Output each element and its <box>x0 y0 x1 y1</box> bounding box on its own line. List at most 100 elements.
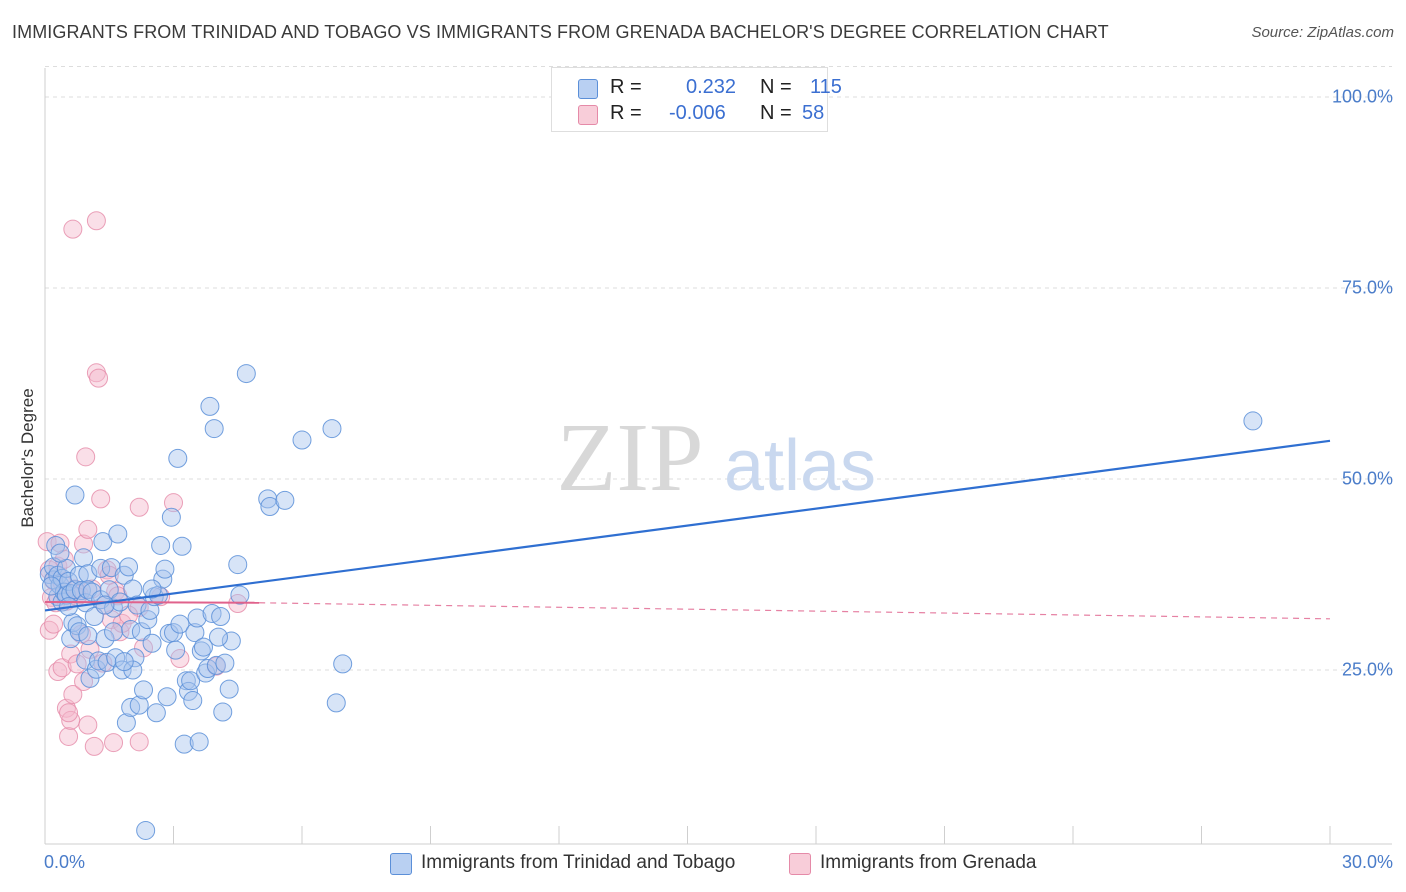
trinidad-point <box>74 548 94 568</box>
trinidad-point <box>172 536 192 556</box>
legend-r-value-a: 0.232 <box>686 76 737 98</box>
trinidad-point <box>97 652 117 672</box>
legend-n-label: N = <box>760 76 792 98</box>
trinidad-point <box>183 691 203 711</box>
bottom-legend-swatch-pink <box>789 853 811 875</box>
trinidad-point <box>230 585 250 605</box>
trinidad-point <box>50 543 70 563</box>
grenada-point <box>63 219 83 239</box>
trinidad-point <box>187 608 207 628</box>
trinidad-point <box>95 595 115 615</box>
legend-n-value-b: 58 <box>802 102 825 124</box>
trinidad-point <box>125 648 145 668</box>
trinidad-point <box>189 732 209 752</box>
x-tick-max: 30.0% <box>1341 852 1393 872</box>
gridlines <box>45 65 1392 671</box>
grenada-point <box>76 447 96 467</box>
trinidad-point <box>161 507 181 527</box>
trinidad-point <box>123 579 143 599</box>
legend-n-value-a: 115 <box>810 76 842 98</box>
trinidad-point <box>213 702 233 722</box>
trinidad-point <box>275 490 295 510</box>
trinidad-point <box>208 627 228 647</box>
correlation-legend: R = 0.232 N = 115 R = -0.006 N = 58 <box>551 67 842 132</box>
trinidad-point <box>65 485 85 505</box>
grenada-point <box>129 497 149 517</box>
legend-r-label: R = <box>610 76 642 98</box>
trinidad-point <box>215 653 235 673</box>
trinidad-point <box>134 680 154 700</box>
trinidad-point <box>168 448 188 468</box>
trinidad-point <box>166 640 186 660</box>
trinidad-point <box>181 671 201 691</box>
trinidad-point <box>91 558 111 578</box>
trinidad-point <box>211 607 231 627</box>
grenada-point <box>89 368 109 388</box>
grenada-point <box>104 733 124 753</box>
bottom-legend-label-trinidad: Immigrants from Trinidad and Tobago <box>421 852 736 873</box>
grenada-point <box>63 684 83 704</box>
trinidad-point <box>136 820 156 840</box>
trend-lines <box>44 439 1331 620</box>
trinidad-point <box>116 713 136 733</box>
chart-title: IMMIGRANTS FROM TRINIDAD AND TOBAGO VS I… <box>12 22 1109 42</box>
trinidad-trend-line <box>44 439 1331 612</box>
trinidad-point <box>114 652 134 672</box>
source-label: Source: ZipAtlas.com <box>1251 24 1394 41</box>
bottom-legend-swatch-blue <box>390 853 412 875</box>
trinidad-point <box>322 419 342 439</box>
trinidad-point <box>146 703 166 723</box>
trinidad-point <box>129 695 149 715</box>
trinidad-point <box>142 633 162 653</box>
grenada-point <box>74 534 94 554</box>
trinidad-point <box>127 595 147 615</box>
y-tick-75: 75.0% <box>1341 277 1393 298</box>
trinidad-point <box>99 580 119 600</box>
grenada-point <box>164 493 183 513</box>
trinidad-point <box>185 623 205 643</box>
trinidad-point <box>170 614 190 634</box>
y-tick-50: 50.0% <box>1341 468 1393 489</box>
legend-swatch-pink <box>578 105 598 125</box>
bottom-legend-label-grenada: Immigrants from Grenada <box>820 852 1037 873</box>
y-tick-100: 100.0% <box>1331 86 1393 107</box>
trinidad-point <box>142 579 162 599</box>
legend-r-label: R = <box>610 102 642 124</box>
x-tick-min: 0.0% <box>44 852 86 872</box>
trinidad-point <box>193 637 213 657</box>
grenada-point <box>59 726 79 746</box>
trinidad-point <box>151 535 171 555</box>
axes <box>44 68 1392 845</box>
grenada-point <box>78 715 98 735</box>
trinidad-point <box>221 631 241 651</box>
trinidad-point <box>326 693 346 713</box>
legend-n-label: N = <box>760 102 792 124</box>
trinidad-point <box>200 396 220 416</box>
trinidad-point <box>108 524 128 544</box>
grenada-trend-extension <box>259 602 1331 620</box>
series-trinidad-points <box>39 364 1263 840</box>
grenada-point <box>44 614 64 634</box>
grenada-point <box>59 703 79 723</box>
grenada-point <box>91 489 111 509</box>
grenada-point <box>78 519 98 539</box>
grenada-point <box>84 736 104 756</box>
grenada-point <box>86 211 106 231</box>
trinidad-point <box>292 430 312 450</box>
trinidad-point <box>333 654 353 674</box>
legend-r-value-b: -0.006 <box>669 102 726 124</box>
trinidad-point <box>104 622 124 642</box>
trinidad-point <box>155 559 175 579</box>
trinidad-point <box>78 564 98 584</box>
grenada-point <box>52 658 72 678</box>
trinidad-point <box>78 626 98 646</box>
trinidad-point <box>236 364 256 384</box>
watermark-zip: ZIP <box>557 404 704 512</box>
trinidad-point <box>119 557 139 577</box>
y-tick-25: 25.0% <box>1341 659 1393 680</box>
trinidad-point <box>157 687 177 707</box>
trinidad-point <box>174 734 194 754</box>
watermark: ZIP atlas <box>557 404 877 512</box>
trinidad-point <box>41 576 61 596</box>
